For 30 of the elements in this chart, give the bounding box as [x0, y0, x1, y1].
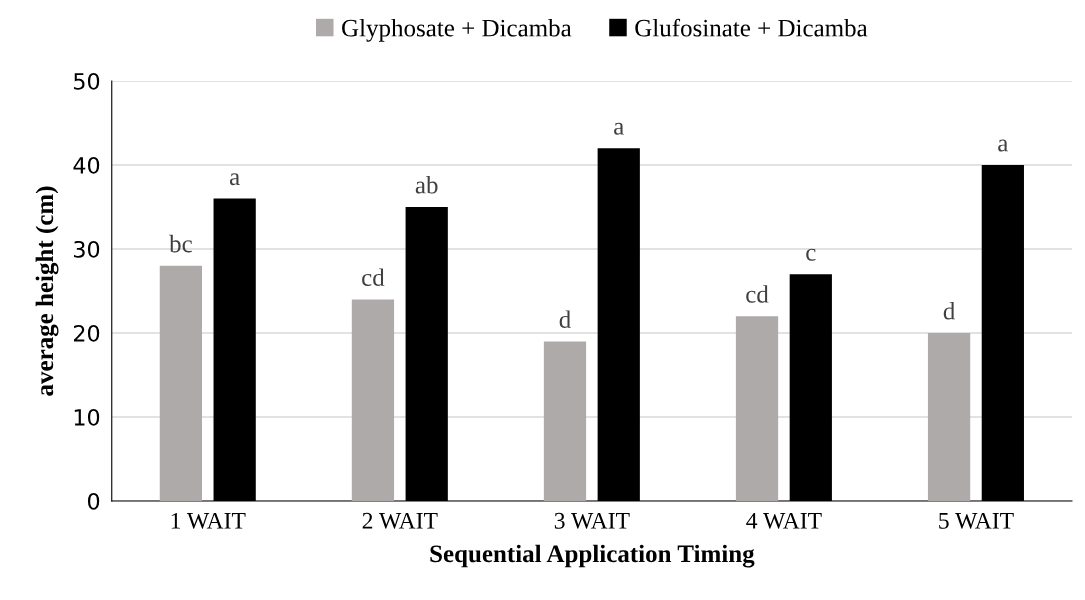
bar [735, 316, 779, 501]
y-tick-label: 50 [74, 72, 100, 90]
x-tick-label: 5 WAIT [939, 512, 1014, 529]
bar [543, 341, 587, 501]
x-tick-label: 3 WAIT [554, 512, 630, 529]
y-tick-label: 20 [73, 324, 100, 342]
y-axis-title: average height (cm) [35, 186, 59, 396]
data-label: ab [415, 175, 438, 194]
bar [351, 299, 395, 501]
data-label: cd [362, 268, 385, 286]
y-tick-label: 30 [74, 240, 100, 258]
data-label: a [998, 139, 1009, 152]
x-tick-label: 4 WAIT [746, 512, 822, 529]
data-label: cd [746, 285, 769, 303]
data-label: a [229, 173, 240, 186]
data-label: d [559, 310, 571, 328]
y-tick-label: 10 [74, 408, 100, 426]
y-tick-label: 40 [73, 156, 100, 174]
bar [927, 333, 971, 501]
x-axis-title: Sequential Application Timing [430, 544, 755, 568]
bar [159, 265, 203, 501]
data-label: a [614, 122, 624, 135]
legend-label: Glufosinate + Dicamba [635, 18, 868, 37]
legend-label: Glyphosate + Dicamba [342, 18, 572, 42]
data-label: d [943, 301, 956, 320]
x-tick-label: 1 WAIT [171, 512, 246, 529]
data-label: c [806, 248, 816, 261]
x-tick-label: 2 WAIT [362, 512, 438, 529]
data-label: bc [169, 234, 192, 253]
y-tick-label: 0 [87, 492, 100, 510]
